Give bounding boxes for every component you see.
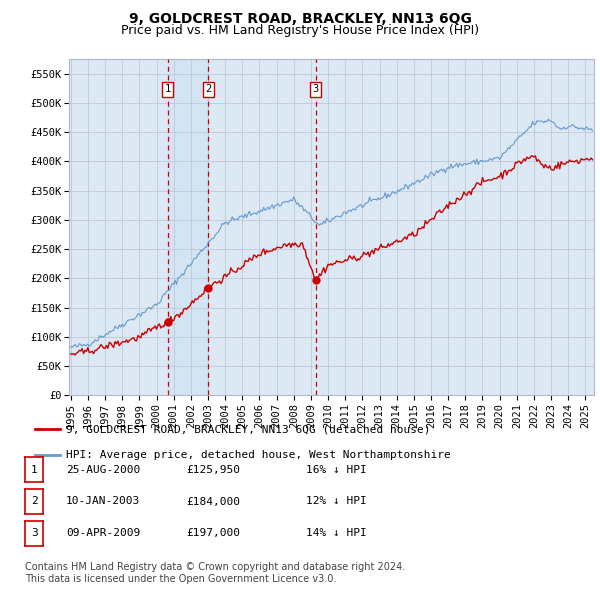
Text: Price paid vs. HM Land Registry's House Price Index (HPI): Price paid vs. HM Land Registry's House …	[121, 24, 479, 37]
Text: 9, GOLDCREST ROAD, BRACKLEY, NN13 6QG (detached house): 9, GOLDCREST ROAD, BRACKLEY, NN13 6QG (d…	[66, 424, 430, 434]
Text: 09-APR-2009: 09-APR-2009	[66, 529, 140, 538]
Text: £197,000: £197,000	[186, 529, 240, 538]
Text: 12% ↓ HPI: 12% ↓ HPI	[306, 497, 367, 506]
Text: 2: 2	[31, 497, 38, 506]
Text: 25-AUG-2000: 25-AUG-2000	[66, 465, 140, 474]
Text: 16% ↓ HPI: 16% ↓ HPI	[306, 465, 367, 474]
Text: 14% ↓ HPI: 14% ↓ HPI	[306, 529, 367, 538]
Text: £125,950: £125,950	[186, 465, 240, 474]
Text: HPI: Average price, detached house, West Northamptonshire: HPI: Average price, detached house, West…	[66, 450, 451, 460]
Text: 3: 3	[31, 529, 38, 538]
Text: Contains HM Land Registry data © Crown copyright and database right 2024.
This d: Contains HM Land Registry data © Crown c…	[25, 562, 406, 584]
Text: 9, GOLDCREST ROAD, BRACKLEY, NN13 6QG: 9, GOLDCREST ROAD, BRACKLEY, NN13 6QG	[128, 12, 472, 26]
Text: 10-JAN-2003: 10-JAN-2003	[66, 497, 140, 506]
Bar	[167, 59, 208, 395]
Text: £184,000: £184,000	[186, 497, 240, 506]
Text: 1: 1	[164, 84, 171, 94]
Text: 3: 3	[313, 84, 319, 94]
Text: 2: 2	[205, 84, 212, 94]
Text: 1: 1	[31, 465, 38, 474]
